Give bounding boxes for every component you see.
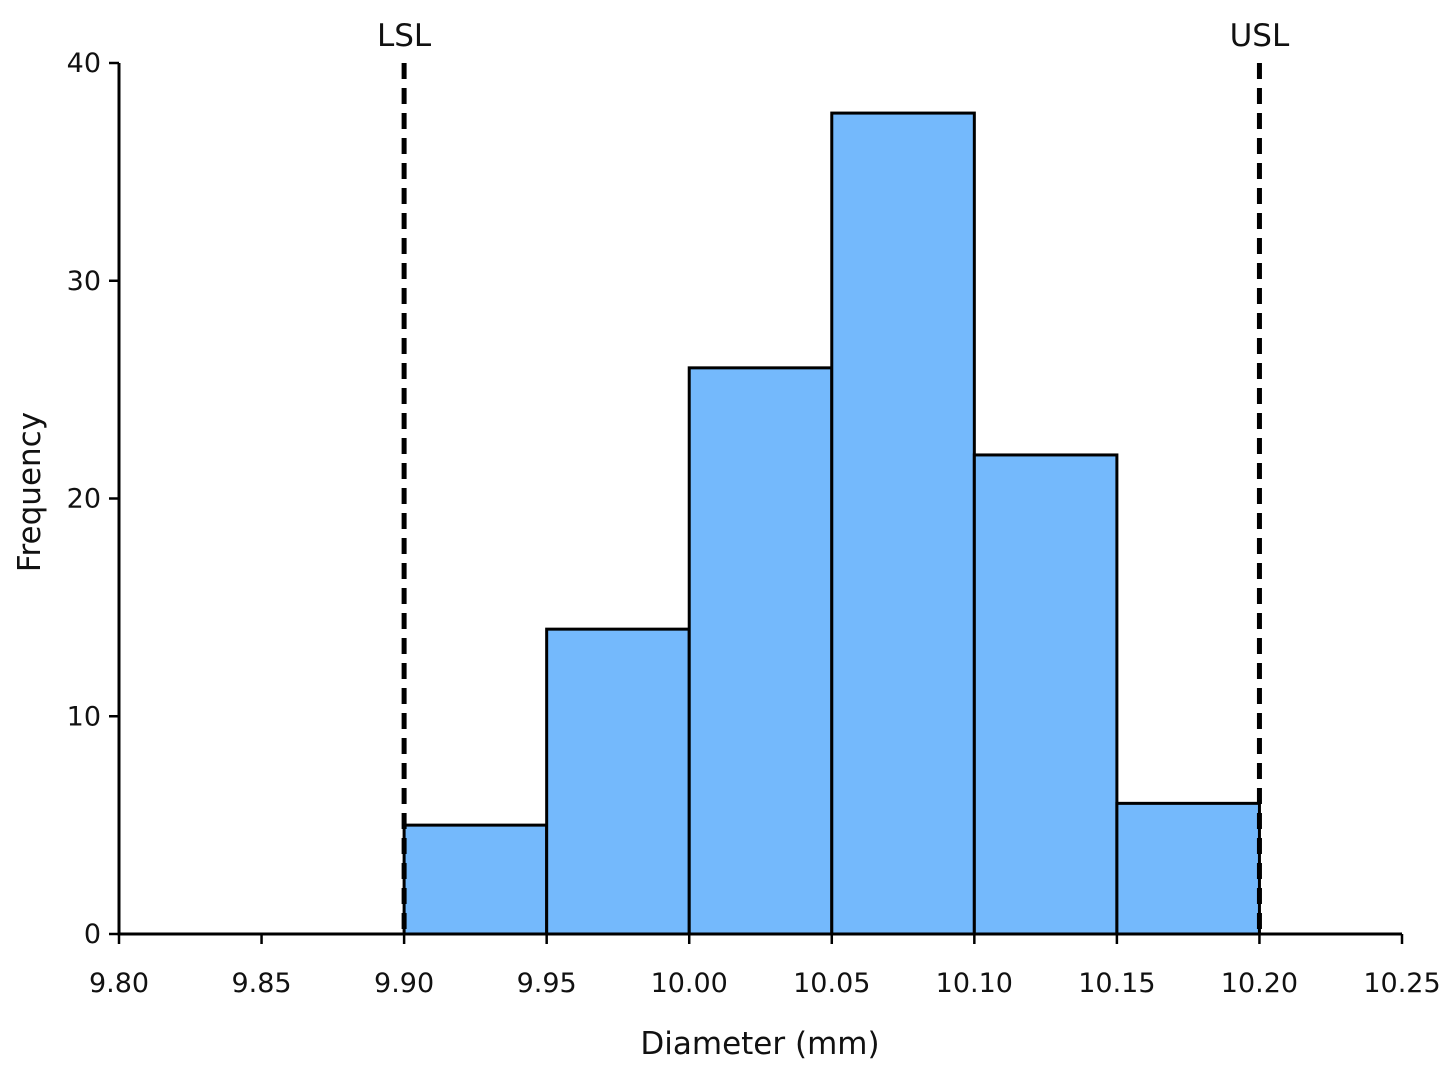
y-tick-label: 40 <box>67 48 101 79</box>
x-tick-label: 10.20 <box>1221 968 1298 999</box>
x-tick-label: 10.15 <box>1078 968 1155 999</box>
x-tick-label: 10.25 <box>1363 968 1440 999</box>
histogram-bar-2 <box>545 627 691 936</box>
histogram-bar-3 <box>687 366 834 936</box>
x-tick-label: 10.10 <box>936 968 1013 999</box>
usl-label: USL <box>1230 18 1290 54</box>
x-tick-label: 9.90 <box>374 968 434 999</box>
x-tick-label: 9.80 <box>89 968 149 999</box>
lsl-label: LSL <box>377 18 432 54</box>
x-tick-label: 9.95 <box>517 968 577 999</box>
x-axis-title: Diameter (mm) <box>640 1026 879 1062</box>
histogram-bar-1 <box>402 823 549 936</box>
x-tick-label: 10.05 <box>793 968 870 999</box>
histogram-bar-6 <box>1115 801 1261 936</box>
x-tick-label: 9.85 <box>231 968 291 999</box>
x-tick-label: 10.00 <box>651 968 728 999</box>
y-tick-label: 30 <box>67 266 101 297</box>
ticks-group: 9.80 9.85 9.90 9.95 10.00 10.05 10.10 10.15 10.2… <box>67 48 1441 999</box>
spec-lines-group: LSL USL <box>377 18 1290 934</box>
histogram-bar-5 <box>972 453 1119 936</box>
bars-group <box>402 111 1261 936</box>
histogram-bar-4 <box>830 111 976 936</box>
y-tick-label: 10 <box>67 701 101 732</box>
y-tick-label: 0 <box>84 919 101 950</box>
y-tick-label: 20 <box>67 484 101 515</box>
y-axis-title: Frequency <box>12 412 48 572</box>
